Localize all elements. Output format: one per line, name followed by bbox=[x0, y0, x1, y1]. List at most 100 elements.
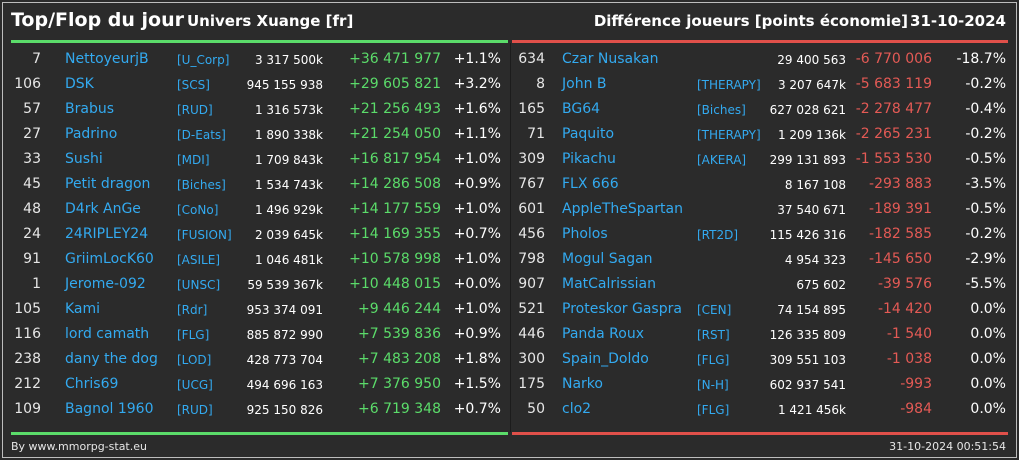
player-name-link[interactable]: D4rk AnGe bbox=[65, 201, 141, 217]
footer: By www.mmorpg-stat.eu 31-10-2024 00:51:5… bbox=[3, 437, 1016, 457]
points-difference: +14 286 508 bbox=[349, 176, 441, 192]
player-points: 29 400 563 bbox=[777, 53, 846, 67]
top-player-row: 1 Jerome-092 [UNSC] 59 539 367k +10 448 015 +… bbox=[11, 272, 508, 297]
player-name-link[interactable]: Sushi bbox=[65, 151, 103, 167]
alliance-tag-link[interactable]: [FLG] bbox=[697, 403, 730, 417]
player-points: 8 167 108 bbox=[784, 178, 846, 192]
player-points: 1 316 573k bbox=[254, 103, 323, 117]
player-points: 602 937 541 bbox=[769, 378, 846, 392]
player-name-link[interactable]: Brabus bbox=[65, 101, 114, 117]
player-rank: 57 bbox=[23, 101, 41, 117]
player-name-link[interactable]: Narko bbox=[562, 376, 603, 392]
player-name-link[interactable]: NettoyeurjB bbox=[65, 51, 149, 67]
alliance-tag-link[interactable]: [LOD] bbox=[177, 353, 212, 367]
points-difference: -984 bbox=[900, 401, 932, 417]
player-name-link[interactable]: Spain_Doldo bbox=[562, 351, 649, 367]
player-name-link[interactable]: DSK bbox=[65, 76, 94, 92]
alliance-tag-link[interactable]: [ASILE] bbox=[177, 253, 220, 267]
alliance-tag-link[interactable]: [FLG] bbox=[177, 328, 210, 342]
alliance-tag-link[interactable]: [SCS] bbox=[177, 78, 210, 92]
alliance-tag-link[interactable]: [RT2D] bbox=[697, 228, 739, 242]
player-name-link[interactable]: AppleTheSpartan bbox=[562, 201, 683, 217]
player-name-link[interactable]: Padrino bbox=[65, 126, 118, 142]
alliance-tag-link[interactable]: [THERAPY] bbox=[697, 128, 761, 142]
player-name-link[interactable]: John B bbox=[562, 76, 607, 92]
alliance-tag-link[interactable]: [RST] bbox=[697, 328, 730, 342]
player-name-link[interactable]: Kami bbox=[65, 301, 101, 317]
player-rank: 601 bbox=[518, 201, 545, 217]
player-name-link[interactable]: Chris69 bbox=[65, 376, 119, 392]
player-rank: 212 bbox=[14, 376, 41, 392]
player-name-link[interactable]: Paquito bbox=[562, 126, 615, 142]
player-name-link[interactable]: BG64 bbox=[562, 101, 601, 117]
player-name-link[interactable]: 24RIPLEY24 bbox=[65, 226, 149, 242]
player-name-link[interactable]: MatCalrissian bbox=[562, 276, 656, 292]
top-player-row: 106 DSK [SCS] 945 155 938 +29 605 821 +3.2% bbox=[11, 72, 508, 97]
player-points: 2 039 645k bbox=[254, 228, 323, 242]
player-rank: 634 bbox=[518, 51, 545, 67]
points-difference: -182 585 bbox=[869, 226, 932, 242]
points-difference: +16 817 954 bbox=[349, 151, 441, 167]
percent-change: +1.0% bbox=[453, 151, 501, 167]
player-rank: 109 bbox=[14, 401, 41, 417]
alliance-tag-link[interactable]: [Rdr] bbox=[177, 303, 208, 317]
top-player-row: 45 Petit dragon [Biches] 1 534 743k +14 286 … bbox=[11, 172, 508, 197]
top-player-row: 105 Kami [Rdr] 953 374 091 +9 446 244 +1.0% bbox=[11, 297, 508, 322]
points-difference: -1 553 530 bbox=[855, 151, 932, 167]
top-player-row: 27 Padrino [D-Eats] 1 890 338k +21 254 050 +1… bbox=[11, 122, 508, 147]
player-name-link[interactable]: lord camath bbox=[65, 326, 150, 342]
alliance-tag-link[interactable]: [U_Corp] bbox=[177, 53, 230, 67]
percent-change: +0.7% bbox=[453, 226, 501, 242]
points-difference: -993 bbox=[900, 376, 932, 392]
alliance-tag-link[interactable]: [CoNo] bbox=[177, 203, 219, 217]
alliance-tag-link[interactable]: [D-Eats] bbox=[177, 128, 226, 142]
player-name-link[interactable]: Bagnol 1960 bbox=[65, 401, 154, 417]
player-name-link[interactable]: dany the dog bbox=[65, 351, 158, 367]
alliance-tag-link[interactable]: [CEN] bbox=[697, 303, 732, 317]
alliance-tag-link[interactable]: [Biches] bbox=[177, 178, 226, 192]
alliance-tag-link[interactable]: [FUSION] bbox=[177, 228, 232, 242]
player-points: 627 028 621 bbox=[769, 103, 846, 117]
alliance-tag-link[interactable]: [AKERA] bbox=[697, 153, 747, 167]
percent-change: +1.5% bbox=[453, 376, 501, 392]
alliance-tag-link[interactable]: [THERAPY] bbox=[697, 78, 761, 92]
page-title: Top/Flop du jour bbox=[11, 9, 184, 31]
player-name-link[interactable]: Petit dragon bbox=[65, 176, 151, 192]
player-rank: 238 bbox=[14, 351, 41, 367]
player-name-link[interactable]: Jerome-092 bbox=[65, 276, 146, 292]
alliance-tag-link[interactable]: [Biches] bbox=[697, 103, 746, 117]
top-player-row: 91 GriimLocK60 [ASILE] 1 046 481k +10 578 99… bbox=[11, 247, 508, 272]
alliance-tag-link[interactable]: [UNSC] bbox=[177, 278, 221, 292]
player-rank: 521 bbox=[518, 301, 545, 317]
player-name-link[interactable]: FLX 666 bbox=[562, 176, 619, 192]
flop-player-row: 309 Pikachu [AKERA] 299 131 893 -1 553 530 -0… bbox=[512, 147, 1008, 172]
alliance-tag-link[interactable]: [FLG] bbox=[697, 353, 730, 367]
top-divider-gain bbox=[11, 40, 508, 43]
percent-change: 0.0% bbox=[970, 326, 1006, 342]
alliance-tag-link[interactable]: [RUD] bbox=[177, 103, 213, 117]
player-name-link[interactable]: Czar Nusakan bbox=[562, 51, 659, 67]
player-name-link[interactable]: Proteskor Gaspra bbox=[562, 301, 682, 317]
player-name-link[interactable]: Panda Roux bbox=[562, 326, 645, 342]
flop-player-row: 907 MatCalrissian 675 602 -39 576 -5.5% bbox=[512, 272, 1008, 297]
date-label: 31-10-2024 bbox=[910, 12, 1006, 30]
percent-change: 0.0% bbox=[970, 351, 1006, 367]
player-points: 1 890 338k bbox=[254, 128, 323, 142]
player-points: 494 696 163 bbox=[246, 378, 323, 392]
top-player-row: 212 Chris69 [UCG] 494 696 163 +7 376 950 +1.5… bbox=[11, 372, 508, 397]
alliance-tag-link[interactable]: [RUD] bbox=[177, 403, 213, 417]
metric-label: Différence joueurs [points économie] bbox=[593, 12, 908, 30]
player-rank: 105 bbox=[14, 301, 41, 317]
alliance-tag-link[interactable]: [MDI] bbox=[177, 153, 210, 167]
player-name-link[interactable]: Pikachu bbox=[562, 151, 616, 167]
points-difference: +10 448 015 bbox=[349, 276, 441, 292]
alliance-tag-link[interactable]: [N-H] bbox=[697, 378, 729, 392]
player-name-link[interactable]: GriimLocK60 bbox=[65, 251, 154, 267]
flop-player-row: 175 Narko [N-H] 602 937 541 -993 0.0% bbox=[512, 372, 1008, 397]
alliance-tag-link[interactable]: [UCG] bbox=[177, 378, 213, 392]
player-name-link[interactable]: clo2 bbox=[562, 401, 592, 417]
player-name-link[interactable]: Mogul Sagan bbox=[562, 251, 653, 267]
player-name-link[interactable]: Pholos bbox=[562, 226, 608, 242]
percent-change: -5.5% bbox=[965, 276, 1006, 292]
player-rank: 50 bbox=[527, 401, 545, 417]
